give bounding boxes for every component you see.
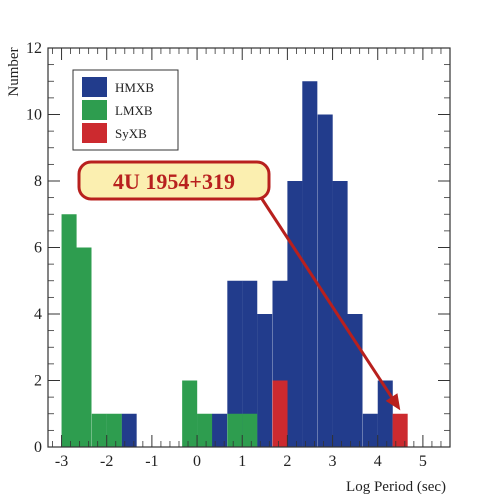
legend-label-hmxb: HMXB (115, 80, 154, 95)
x-tick-label: 5 (419, 453, 427, 470)
legend-label-lmxb: LMXB (115, 103, 153, 118)
x-tick-label: 4 (374, 453, 382, 470)
x-axis-label: Log Period (sec) (346, 479, 446, 495)
bar-hmxb-4 (257, 314, 273, 447)
y-axis-label: Number (6, 47, 22, 96)
x-tick-label: -1 (145, 453, 158, 470)
bar-hmxb-2 (227, 280, 243, 447)
y-tick-label: 8 (34, 173, 42, 190)
bar-hmxb-9 (332, 181, 348, 447)
x-tick-label: 3 (329, 453, 337, 470)
y-tick-label: 10 (26, 107, 42, 124)
ticks-layer (48, 47, 450, 448)
bar-lmxb-5 (197, 413, 213, 447)
bar-lmxb-3 (106, 413, 122, 447)
x-tick-label: 2 (283, 453, 291, 470)
legend: HMXB LMXB SyXB (72, 69, 179, 151)
bar-lmxb-7 (242, 413, 258, 447)
bar-hmxb-11 (362, 413, 378, 447)
annotation-box (77, 160, 271, 201)
x-tick-label: -3 (55, 453, 68, 470)
x-tick-label: 1 (238, 453, 246, 470)
bar-syxb-1 (392, 413, 408, 447)
bar-lmxb-2 (91, 413, 107, 447)
y-tick-label: 2 (34, 373, 42, 390)
bar-hmxb-0 (121, 413, 137, 447)
annotation-label: 4U 1954+319 (113, 169, 235, 194)
bar-hmxb-3 (242, 280, 258, 447)
bar-hmxb-8 (317, 114, 333, 447)
y-tick-label: 4 (34, 306, 42, 323)
annotation-arrow (260, 198, 393, 398)
annotation-callout: 4U 1954+319 (77, 160, 401, 411)
x-tick-label: -2 (100, 453, 113, 470)
bar-hmxb-6 (287, 181, 303, 447)
legend-swatch-syxb (82, 123, 107, 143)
bars-layer (61, 81, 408, 447)
bar-hmxb-12 (377, 380, 393, 447)
legend-swatch-lmxb (82, 100, 107, 120)
bar-lmxb-4 (182, 380, 198, 447)
y-tick-label: 6 (34, 240, 42, 257)
bar-syxb-0 (272, 380, 288, 447)
bar-lmxb-6 (227, 413, 243, 447)
x-tick-label: 0 (193, 453, 201, 470)
bar-lmxb-1 (76, 247, 92, 447)
legend-label-syxb: SyXB (115, 126, 147, 141)
legend-swatch-hmxb (82, 77, 107, 97)
bar-hmxb-1 (211, 413, 228, 447)
annotation-arrowhead (385, 393, 401, 411)
y-tick-label: 12 (26, 40, 42, 57)
bar-lmxb-0 (61, 214, 77, 447)
bar-hmxb-7 (302, 81, 318, 447)
y-tick-label: 0 (34, 439, 42, 456)
